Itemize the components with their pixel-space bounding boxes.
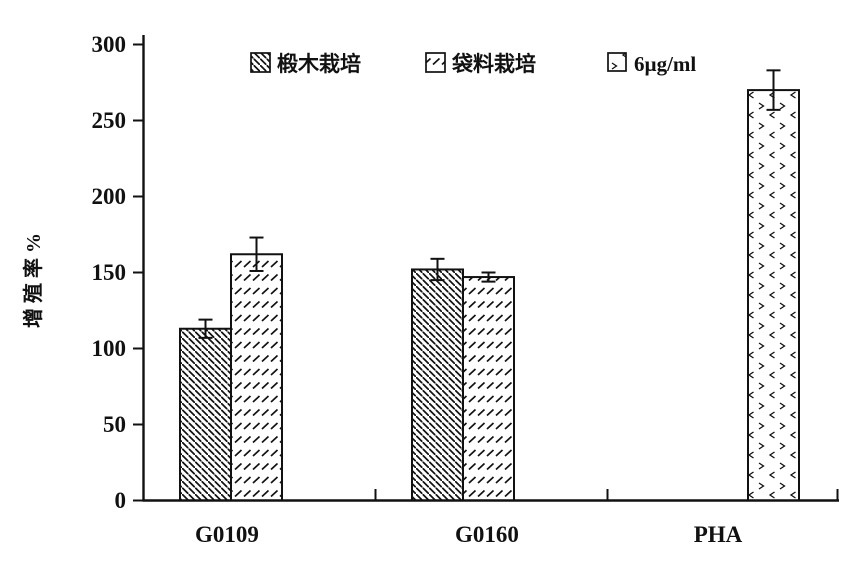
legend-label-duanmu: 椴木栽培 [277, 52, 361, 76]
y-tick-label-200: 200 [92, 184, 127, 209]
error-bar-G0109-backslash [198, 318, 213, 339]
x-label-g0160: G0160 [455, 522, 519, 547]
x-label-g0109: G0109 [195, 522, 259, 547]
error-bar-PHA-chevron [766, 69, 781, 111]
bar-G0109-slashrows [230, 253, 283, 502]
bars-layer [179, 69, 800, 502]
x-label-pha: PHA [694, 522, 743, 547]
legend-swatch-6ugml-icon [607, 52, 627, 72]
legend-label-6ugml: 6µg/ml [634, 52, 696, 76]
legend-swatch-dailiao-icon [425, 52, 446, 73]
y-tick-label-250: 250 [92, 108, 127, 133]
error-bar-G0109-slashrows [249, 236, 264, 272]
legend: 椴木栽培 袋料栽培 6µg/ml [250, 52, 696, 76]
y-tick-label-100: 100 [92, 336, 127, 361]
y-tick-label-300: 300 [92, 32, 127, 57]
y-axis-title: 增殖率% [21, 228, 45, 328]
bar-PHA-chevron [747, 89, 800, 502]
error-bar-G0160-backslash [430, 257, 445, 282]
y-tick-label-0: 0 [115, 488, 127, 513]
legend-label-dailiao: 袋料栽培 [451, 52, 536, 76]
bar-G0109-backslash [179, 327, 232, 502]
y-tick-label-150: 150 [92, 260, 127, 285]
bar-G0160-slashrows [462, 276, 515, 502]
y-tick-label-50: 50 [103, 412, 126, 437]
legend-swatch-duanmu-icon [250, 52, 271, 73]
error-bar-G0160-slashrows [481, 271, 496, 283]
bar-G0160-backslash [411, 268, 464, 502]
